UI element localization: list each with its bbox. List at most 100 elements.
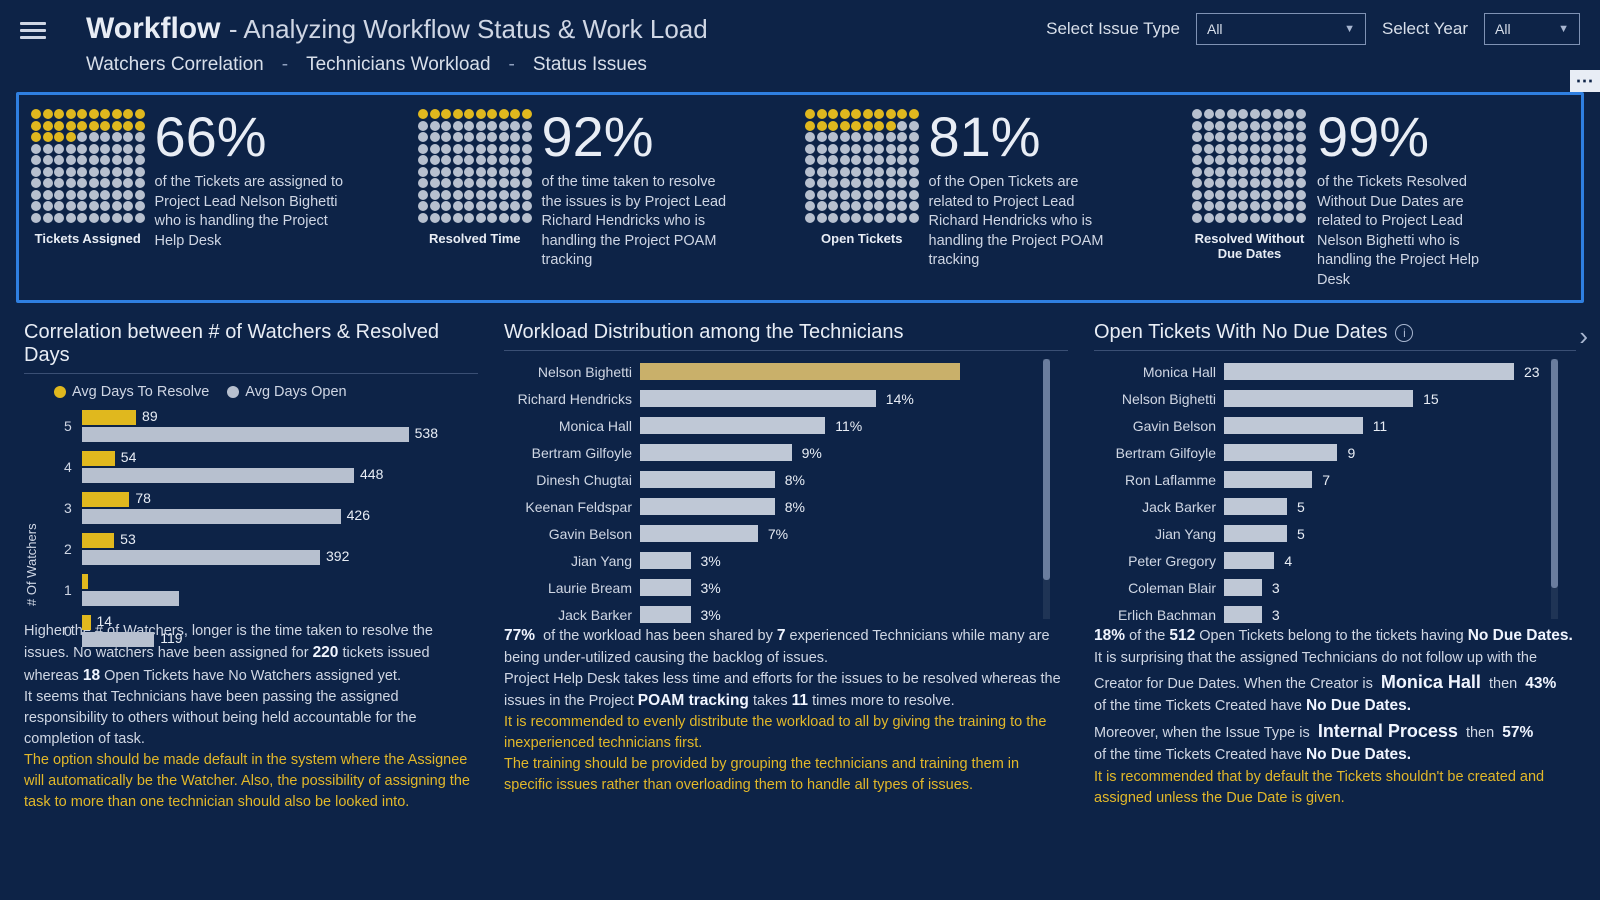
waffle-dot — [840, 132, 850, 142]
waffle-dot — [522, 132, 532, 142]
filter-year-select[interactable]: All ▼ — [1484, 13, 1580, 45]
more-options-button[interactable]: ⋯ — [1570, 70, 1600, 92]
chart-row: Ron Laflamme 7 — [1094, 467, 1558, 492]
waffle-dot — [851, 132, 861, 142]
waffle-dot — [54, 190, 64, 200]
waffle-dot — [840, 178, 850, 188]
bar-open — [82, 468, 354, 483]
bar-value: 8% — [785, 472, 805, 488]
y-tick: 4 — [64, 459, 72, 475]
next-arrow-icon[interactable]: › — [1579, 321, 1588, 352]
waffle-dot — [840, 144, 850, 154]
waffle-dot — [1238, 121, 1248, 131]
waffle-dot — [1261, 190, 1271, 200]
waffle-dot — [510, 132, 520, 142]
waffle-dot — [1273, 144, 1283, 154]
chart-row: Richard Hendricks 14% — [504, 386, 1050, 411]
kpi-description: of the Open Tickets are related to Proje… — [929, 173, 1119, 271]
waffle-dot — [510, 109, 520, 119]
waffle-dot — [31, 109, 41, 119]
waffle-dot — [886, 132, 896, 142]
waffle-dot — [1192, 178, 1202, 188]
waffle-dot — [418, 109, 428, 119]
waffle-dot — [1215, 144, 1225, 154]
filter-issue-select[interactable]: All ▼ — [1196, 13, 1366, 45]
waffle-dot — [1296, 190, 1306, 200]
subnav-link-technicians[interactable]: Technicians Workload — [306, 54, 490, 76]
waffle-dot — [1238, 109, 1248, 119]
waffle-dot — [100, 132, 110, 142]
bar-value: 3 — [1272, 580, 1280, 596]
waffle-dot — [828, 201, 838, 211]
bar-value: 14 — [97, 613, 113, 629]
waffle-dot — [89, 201, 99, 211]
waffle-dot — [487, 109, 497, 119]
waffle-dot — [77, 132, 87, 142]
waffle-dot — [66, 155, 76, 165]
waffle-dot — [886, 121, 896, 131]
waffle-dot — [487, 144, 497, 154]
scroll-thumb[interactable] — [1043, 359, 1050, 580]
waffle-dot — [897, 144, 907, 154]
waffle-dot — [476, 167, 486, 177]
chart-row: Jian Yang 5 — [1094, 521, 1558, 546]
waffle-dot — [100, 213, 110, 223]
waffle-dot — [1227, 155, 1237, 165]
waffle-dot — [135, 213, 145, 223]
waffle-dot — [1250, 109, 1260, 119]
waffle-dot — [418, 178, 428, 188]
filter-issue-value: All — [1207, 21, 1223, 37]
waffle-dot — [476, 132, 486, 142]
waffle-dot — [77, 155, 87, 165]
subnav-link-watchers[interactable]: Watchers Correlation — [86, 54, 264, 76]
waffle-dot — [100, 201, 110, 211]
waffle-dot — [817, 155, 827, 165]
waffle-dot — [1238, 144, 1248, 154]
correlation-chart: # Of Watchers 5 89 538 4 54 448 3 78 426… — [24, 406, 478, 615]
waffle-dot — [863, 109, 873, 119]
waffle-dot — [464, 132, 474, 142]
kpi-band: Tickets Assigned 66% of the Tickets are … — [16, 92, 1584, 303]
kpi-percent: 99% — [1317, 109, 1507, 165]
waffle-dot — [441, 201, 451, 211]
bar — [640, 417, 825, 434]
scrollbar[interactable] — [1043, 359, 1050, 619]
waffle-dot — [430, 213, 440, 223]
kpi-description: of the time taken to resolve the issues … — [542, 173, 732, 271]
waffle-dot — [909, 155, 919, 165]
waffle-dot — [1215, 167, 1225, 177]
chart-row: Peter Gregory 4 — [1094, 548, 1558, 573]
kpi-text: 66% of the Tickets are assigned to Proje… — [155, 109, 345, 290]
waffle-dot — [522, 144, 532, 154]
waffle-dot — [441, 132, 451, 142]
waffle-dot — [418, 201, 428, 211]
waffle-dot — [1250, 178, 1260, 188]
info-icon[interactable]: i — [1395, 324, 1413, 342]
title-sub: - Analyzing Workflow Status & Work Load — [229, 14, 708, 44]
waffle-dot — [100, 190, 110, 200]
hamburger-icon[interactable] — [20, 18, 46, 40]
waffle-dot — [863, 190, 873, 200]
kpi-label: Tickets Assigned — [31, 231, 145, 246]
waffle-dot — [430, 144, 440, 154]
waffle-dot — [897, 178, 907, 188]
waffle-dot — [886, 167, 896, 177]
waffle-dot — [464, 144, 474, 154]
waffle-dot — [522, 201, 532, 211]
chart-row: 78 426 — [82, 490, 478, 526]
chart-row: Bertram Gilfoyle 9 — [1094, 440, 1558, 465]
bar-name: Ron Laflamme — [1094, 472, 1224, 488]
bar — [640, 498, 775, 515]
waffle-dot — [1238, 155, 1248, 165]
waffle-dot — [135, 109, 145, 119]
scroll-thumb[interactable] — [1551, 359, 1558, 588]
waffle-dot — [54, 167, 64, 177]
waffle-dot — [31, 155, 41, 165]
waffle-dot — [522, 121, 532, 131]
bar — [640, 444, 792, 461]
scrollbar[interactable] — [1551, 359, 1558, 619]
subnav-link-status[interactable]: Status Issues — [533, 54, 647, 76]
panels: Correlation between # of Watchers & Reso… — [0, 313, 1600, 833]
waffle-dot — [135, 167, 145, 177]
waffle-dot — [828, 121, 838, 131]
